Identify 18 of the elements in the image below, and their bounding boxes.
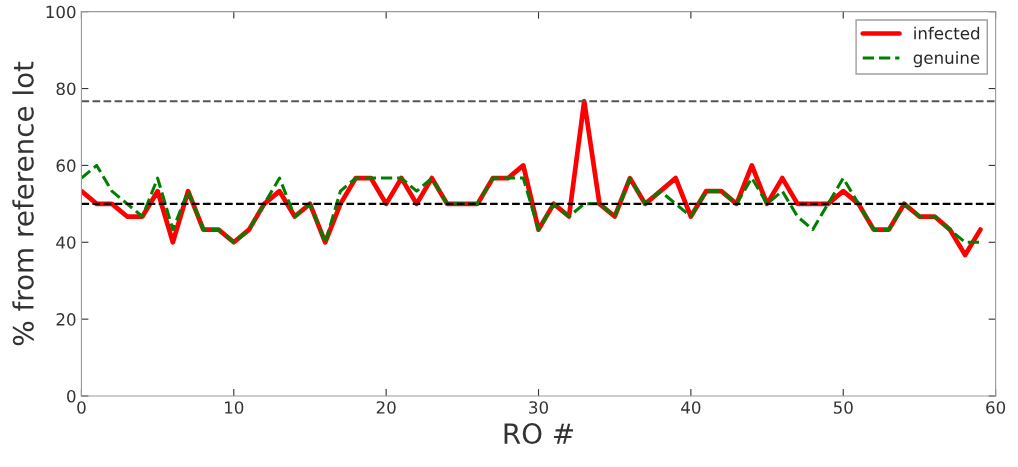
y-axis-title: % from reference lot xyxy=(12,61,34,346)
x-axis-title: RO # xyxy=(504,423,574,445)
legend-label: genuine xyxy=(913,51,980,68)
line-series xyxy=(81,163,982,244)
y-tick-label: 20 xyxy=(56,313,76,326)
y-tick-label: 80 xyxy=(56,82,76,96)
x-tick-label: 60 xyxy=(986,401,1006,414)
x-tick-label: 0 xyxy=(77,401,86,414)
y-tick-label: 0 xyxy=(67,389,76,403)
x-tick-label: 20 xyxy=(376,401,396,414)
x-tick-label: 40 xyxy=(681,401,701,414)
y-tick-label: 100 xyxy=(46,5,76,19)
x-tick-label: 30 xyxy=(529,401,549,414)
x-tick-label: 50 xyxy=(833,401,853,414)
y-tick-label: 60 xyxy=(56,159,76,172)
legend-label: infected xyxy=(914,26,980,40)
x-tick-label: 10 xyxy=(225,401,244,414)
y-tick-label: 40 xyxy=(56,236,76,249)
